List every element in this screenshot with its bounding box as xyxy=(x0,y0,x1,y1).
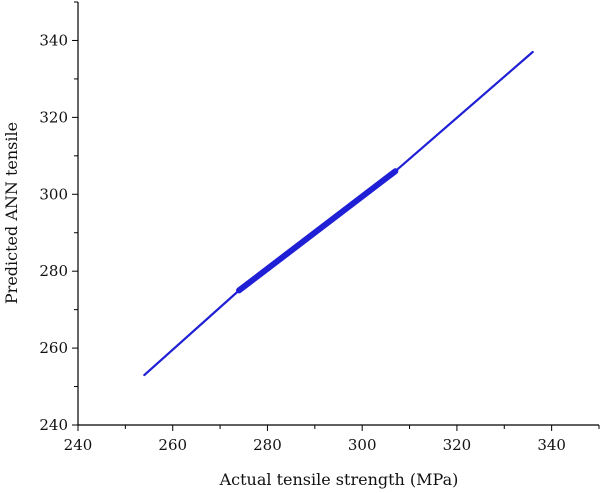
x-tick-label: 280 xyxy=(253,436,282,454)
series-dense-band xyxy=(236,168,399,294)
y-tick-label: 240 xyxy=(39,416,68,434)
x-tick-label: 300 xyxy=(348,436,377,454)
x-tick-label: 340 xyxy=(537,436,566,454)
y-tick-label: 260 xyxy=(39,339,68,357)
x-tick-label: 260 xyxy=(158,436,187,454)
x-tick-label: 320 xyxy=(443,436,472,454)
tick-labels: 240 260 280 300 320 340 240 260 280 300 320 340 xyxy=(39,31,566,454)
series xyxy=(143,50,534,377)
y-axis-title: Predicted ANN tensile xyxy=(2,122,21,304)
y-tick-label: 320 xyxy=(39,108,68,126)
y-tick-label: 340 xyxy=(39,31,68,49)
x-tick-label: 240 xyxy=(64,436,93,454)
y-tick-label: 300 xyxy=(39,185,68,203)
ticks xyxy=(72,1,600,431)
axes xyxy=(77,2,599,426)
y-tick-label: 280 xyxy=(39,262,68,280)
x-axis-title: Actual tensile strength (MPa) xyxy=(219,470,459,489)
